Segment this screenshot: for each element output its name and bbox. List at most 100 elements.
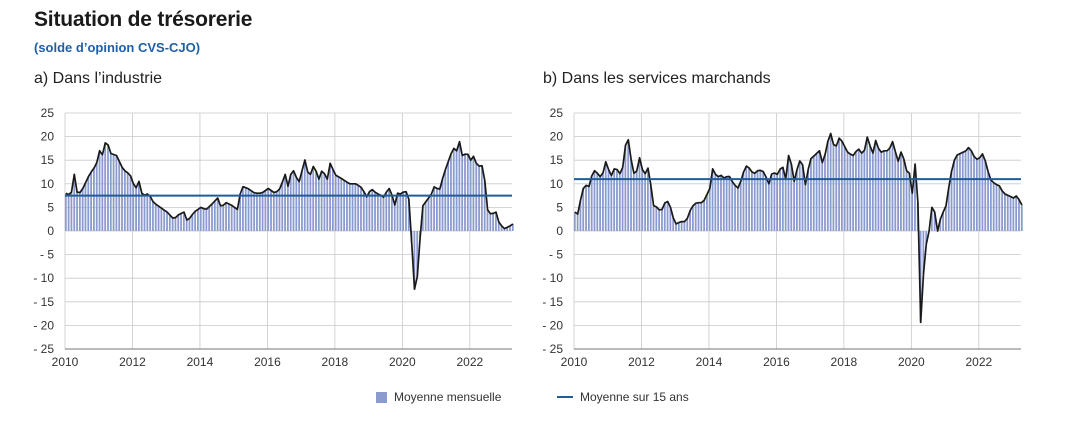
monthly-bar [405, 191, 407, 231]
monthly-bar [576, 214, 579, 231]
monthly-bar [365, 196, 368, 231]
monthly-bar [354, 183, 357, 231]
monthly-bar [492, 213, 495, 231]
y-tick-label: - 20 [33, 318, 54, 332]
monthly-bar [627, 139, 630, 231]
monthly-bar [748, 168, 750, 231]
y-tick-label: 10 [41, 177, 55, 191]
monthly-bar [95, 162, 98, 231]
monthly-bar [199, 207, 202, 231]
monthly-bar [483, 180, 486, 231]
monthly-bar [689, 210, 691, 231]
monthly-bar [115, 155, 118, 231]
x-tick-label: 2016 [254, 355, 281, 369]
monthly-bar [869, 146, 871, 231]
monthly-bar [959, 153, 961, 231]
monthly-bar [337, 176, 340, 231]
monthly-bar [253, 192, 256, 231]
monthly-bar [801, 164, 804, 231]
monthly-bar [213, 200, 216, 231]
monthly-bar [849, 154, 852, 231]
monthly-bar [970, 150, 973, 231]
monthly-bar [700, 202, 703, 231]
panel-b-title: b) Dans les services marchands [543, 70, 771, 87]
y-tick-label: 15 [550, 153, 564, 167]
monthly-bar [376, 194, 379, 231]
monthly-bar [655, 206, 658, 231]
monthly-bar [989, 180, 992, 231]
monthly-bar [168, 215, 171, 231]
monthly-bar [728, 176, 731, 231]
y-tick-label: - 15 [33, 295, 54, 309]
monthly-bar [191, 214, 194, 231]
monthly-bar [480, 165, 483, 231]
monthly-bar [112, 154, 115, 231]
monthly-bar [78, 192, 81, 231]
monthly-bar [953, 160, 956, 231]
monthly-bar [798, 160, 801, 231]
y-tick-label: 0 [556, 224, 563, 238]
y-tick-label: - 5 [549, 248, 563, 262]
monthly-bar [233, 207, 236, 231]
monthly-bar [610, 175, 613, 231]
monthly-bar [618, 173, 621, 231]
monthly-bar [424, 201, 427, 231]
monthly-bar [725, 176, 728, 231]
monthly-bar [275, 191, 278, 231]
monthly-bar [284, 174, 286, 231]
monthly-bar [942, 212, 944, 231]
monthly-bar [908, 173, 911, 231]
monthly-bar [649, 184, 652, 231]
monthly-bar [804, 184, 807, 231]
monthly-bar [286, 186, 289, 231]
monthly-bar [635, 171, 638, 231]
monthly-bar [320, 171, 323, 231]
monthly-bar [379, 195, 382, 231]
monthly-bar [478, 166, 480, 231]
monthly-bar [391, 195, 393, 231]
monthly-bar [590, 175, 593, 231]
monthly-bar [835, 146, 838, 231]
monthly-bar [818, 150, 821, 231]
monthly-bar [81, 188, 84, 231]
monthly-bar [270, 190, 272, 231]
monthly-bar [152, 201, 154, 231]
monthly-bar [402, 192, 405, 231]
monthly-bar [624, 145, 627, 231]
x-tick-label: 2022 [456, 355, 483, 369]
monthly-bar [1018, 199, 1020, 231]
monthly-bar [686, 218, 689, 231]
monthly-bar [694, 203, 697, 231]
monthly-bar [312, 166, 315, 231]
monthly-bar [188, 218, 191, 231]
monthly-bar [888, 148, 891, 231]
monthly-bar [973, 156, 975, 231]
monthly-bar [616, 169, 618, 231]
monthly-bar [146, 194, 149, 231]
monthly-bar [714, 174, 717, 231]
monthly-bar [475, 163, 478, 231]
monthly-bar [787, 155, 790, 231]
monthly-bar [944, 205, 947, 231]
x-tick-label: 2012 [119, 355, 146, 369]
monthly-bar [348, 183, 351, 231]
monthly-bar [759, 170, 762, 231]
monthly-bar [832, 144, 835, 231]
x-tick-label: 2016 [763, 355, 790, 369]
monthly-bar [90, 172, 92, 231]
monthly-bar [630, 159, 632, 231]
monthly-bar [939, 219, 942, 231]
monthly-bar [458, 141, 461, 231]
legend-bars-label: Moyenne mensuelle [394, 390, 502, 404]
monthly-bar [863, 150, 866, 231]
y-tick-label: 20 [41, 130, 55, 144]
monthly-bar [911, 193, 914, 231]
monthly-bar [602, 172, 604, 231]
monthly-bar [722, 178, 725, 231]
monthly-bar [351, 183, 354, 231]
monthly-bar [680, 221, 683, 231]
monthly-bar [1012, 197, 1015, 231]
monthly-bar [784, 179, 787, 231]
monthly-bar [289, 174, 292, 231]
